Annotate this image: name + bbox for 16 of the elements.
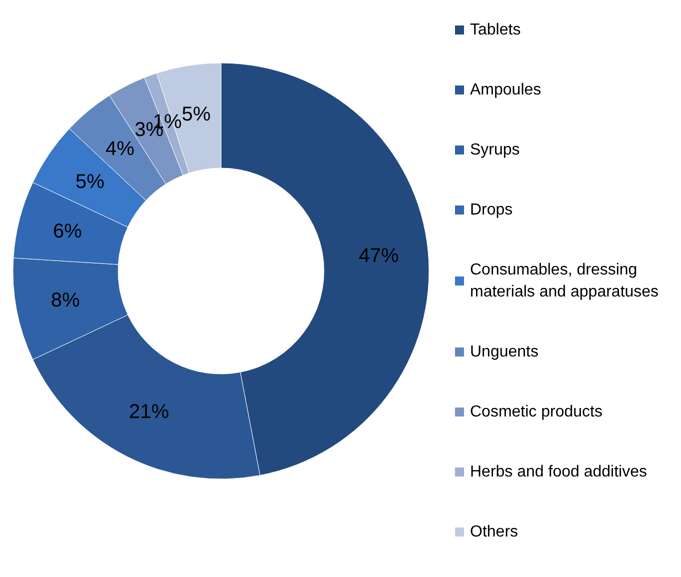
legend-label: Others <box>470 524 518 540</box>
data-label: 47% <box>358 245 400 268</box>
legend-label: Consumables, dressing materials and apparatuses <box>470 262 659 300</box>
data-label: 5% <box>75 170 105 193</box>
legend-label: Cosmetic products <box>470 404 602 420</box>
legend-label: Herbs and food additives <box>470 464 647 480</box>
legend-label: Drops <box>470 202 513 218</box>
data-label: 6% <box>53 220 82 243</box>
data-label: 4% <box>106 138 135 160</box>
legend-label: Ampoules <box>470 82 542 98</box>
data-label: 8% <box>50 290 80 312</box>
legend-label: Tablets <box>470 22 521 38</box>
legend-label: Unguents <box>470 344 538 360</box>
data-label: 21% <box>129 401 170 424</box>
legend-label: Syrups <box>470 142 520 158</box>
data-label: 5% <box>182 103 211 126</box>
